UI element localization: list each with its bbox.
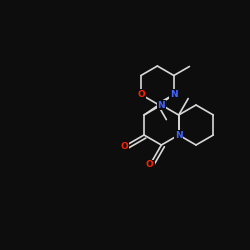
Text: N: N [175,130,182,140]
Text: O: O [146,160,154,170]
Text: N: N [158,100,165,110]
Text: O: O [137,90,145,99]
Text: O: O [120,142,128,151]
Text: N: N [170,90,178,99]
